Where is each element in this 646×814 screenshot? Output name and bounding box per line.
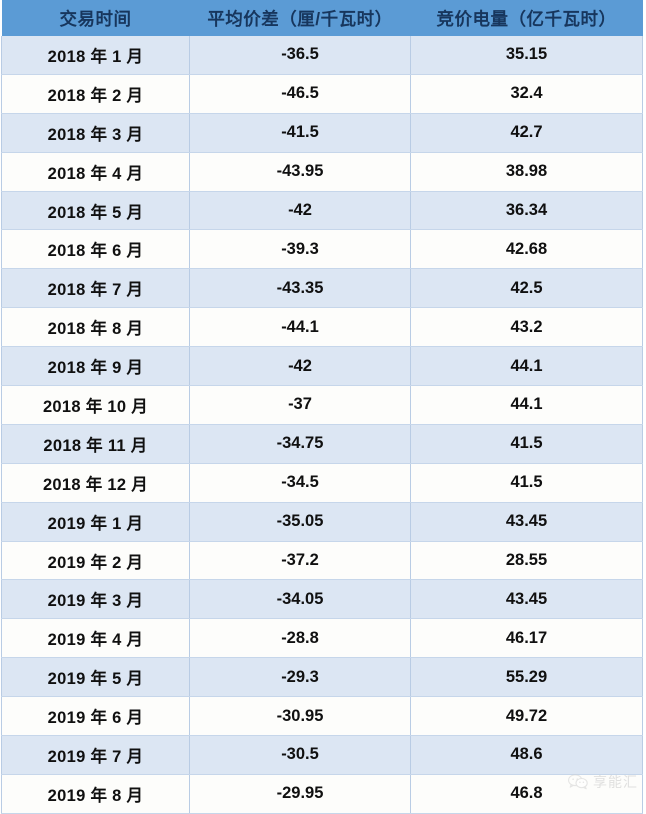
cell-time: 2018 年 2 月 xyxy=(1,74,190,114)
cell-volume: 55.29 xyxy=(410,657,643,698)
cell-volume: 36.34 xyxy=(410,191,643,231)
cell-time: 2018 年 8 月 xyxy=(1,307,190,348)
cell-spread: -35.05 xyxy=(189,502,411,542)
cell-spread: -34.5 xyxy=(189,463,411,503)
table-row: 2019 年 7 月 -30.5 48.6 xyxy=(1,735,643,775)
cell-spread: -43.35 xyxy=(189,268,411,309)
cell-time: 2019 年 1 月 xyxy=(1,502,190,542)
cell-time: 2018 年 12 月 xyxy=(1,463,190,503)
table-row: 2019 年 1 月 -35.05 43.45 xyxy=(1,502,643,542)
cell-volume: 46.17 xyxy=(410,618,643,659)
column-header-volume: 竞价电量（亿千瓦时） xyxy=(410,0,643,36)
cell-time: 2018 年 11 月 xyxy=(1,424,190,464)
cell-volume: 32.4 xyxy=(410,74,643,114)
table-body: 2018 年 1 月 -36.5 35.15 2018 年 2 月 -46.5 32.4 2… xyxy=(1,36,643,814)
cell-volume: 46.8 xyxy=(410,774,643,814)
cell-spread: -42 xyxy=(189,346,411,387)
cell-spread: -34.75 xyxy=(189,424,411,464)
cell-volume: 48.6 xyxy=(410,735,643,775)
header-row: 交易时间 平均价差（厘/千瓦时） 竞价电量（亿千瓦时） xyxy=(1,0,643,36)
table-row: 2018 年 2 月 -46.5 32.4 xyxy=(1,74,643,114)
cell-spread: -37 xyxy=(189,385,411,425)
cell-spread: -29.95 xyxy=(189,774,411,814)
table-header: 交易时间 平均价差（厘/千瓦时） 竞价电量（亿千瓦时） xyxy=(1,0,643,36)
cell-spread: -29.3 xyxy=(189,657,411,698)
table-row: 2019 年 3 月 -34.05 43.45 xyxy=(1,579,643,620)
cell-volume: 44.1 xyxy=(410,346,643,387)
cell-volume: 41.5 xyxy=(410,463,643,503)
table-row: 2018 年 9 月 -42 44.1 xyxy=(1,346,643,387)
column-header-spread: 平均价差（厘/千瓦时） xyxy=(189,0,411,36)
cell-volume: 49.72 xyxy=(410,696,643,737)
cell-spread: -42 xyxy=(189,191,411,231)
cell-volume: 42.5 xyxy=(410,268,643,309)
cell-time: 2018 年 10 月 xyxy=(1,385,190,425)
table-row: 2018 年 11 月 -34.75 41.5 xyxy=(1,424,643,464)
cell-volume: 43.45 xyxy=(410,502,643,542)
cell-spread: -43.95 xyxy=(189,152,411,192)
cell-volume: 28.55 xyxy=(410,541,643,581)
cell-time: 2019 年 2 月 xyxy=(1,541,190,581)
cell-spread: -30.5 xyxy=(189,735,411,775)
cell-time: 2018 年 6 月 xyxy=(1,229,190,270)
cell-time: 2019 年 8 月 xyxy=(1,774,190,814)
cell-time: 2019 年 5 月 xyxy=(1,657,190,698)
cell-time: 2018 年 9 月 xyxy=(1,346,190,387)
cell-spread: -36.5 xyxy=(189,36,411,75)
cell-spread: -30.95 xyxy=(189,696,411,737)
cell-volume: 44.1 xyxy=(410,385,643,425)
table-row: 2018 年 4 月 -43.95 38.98 xyxy=(1,152,643,192)
cell-spread: -44.1 xyxy=(189,307,411,348)
table-row: 2019 年 5 月 -29.3 55.29 xyxy=(1,657,643,698)
cell-volume: 35.15 xyxy=(410,36,643,75)
table-row: 2018 年 1 月 -36.5 35.15 xyxy=(1,36,643,75)
cell-time: 2019 年 4 月 xyxy=(1,618,190,659)
cell-time: 2018 年 7 月 xyxy=(1,268,190,309)
table-row: 2018 年 12 月 -34.5 41.5 xyxy=(1,463,643,503)
table-row: 2018 年 7 月 -43.35 42.5 xyxy=(1,268,643,309)
table-row: 2019 年 4 月 -28.8 46.17 xyxy=(1,618,643,659)
table-row: 2018 年 5 月 -42 36.34 xyxy=(1,191,643,231)
table-row: 2018 年 6 月 -39.3 42.68 xyxy=(1,229,643,270)
cell-spread: -46.5 xyxy=(189,74,411,114)
cell-volume: 42.68 xyxy=(410,229,643,270)
table-row: 2019 年 8 月 -29.95 46.8 xyxy=(1,774,643,814)
column-header-time: 交易时间 xyxy=(1,0,190,36)
cell-volume: 38.98 xyxy=(410,152,643,192)
cell-spread: -39.3 xyxy=(189,229,411,270)
cell-volume: 43.2 xyxy=(410,307,643,348)
table-row: 2018 年 3 月 -41.5 42.7 xyxy=(1,113,643,153)
cell-time: 2019 年 3 月 xyxy=(1,579,190,620)
cell-time: 2018 年 1 月 xyxy=(1,36,190,75)
cell-spread: -41.5 xyxy=(189,113,411,153)
cell-spread: -34.05 xyxy=(189,579,411,620)
table-row: 2019 年 2 月 -37.2 28.55 xyxy=(1,541,643,581)
cell-volume: 41.5 xyxy=(410,424,643,464)
table-row: 2019 年 6 月 -30.95 49.72 xyxy=(1,696,643,737)
cell-volume: 42.7 xyxy=(410,113,643,153)
cell-time: 2018 年 5 月 xyxy=(1,191,190,231)
cell-volume: 43.45 xyxy=(410,579,643,620)
cell-time: 2019 年 6 月 xyxy=(1,696,190,737)
cell-time: 2018 年 4 月 xyxy=(1,152,190,192)
cell-spread: -28.8 xyxy=(189,618,411,659)
cell-spread: -37.2 xyxy=(189,541,411,581)
cell-time: 2018 年 3 月 xyxy=(1,113,190,153)
table-row: 2018 年 10 月 -37 44.1 xyxy=(1,385,643,425)
table-row: 2018 年 8 月 -44.1 43.2 xyxy=(1,307,643,348)
cell-time: 2019 年 7 月 xyxy=(1,735,190,775)
